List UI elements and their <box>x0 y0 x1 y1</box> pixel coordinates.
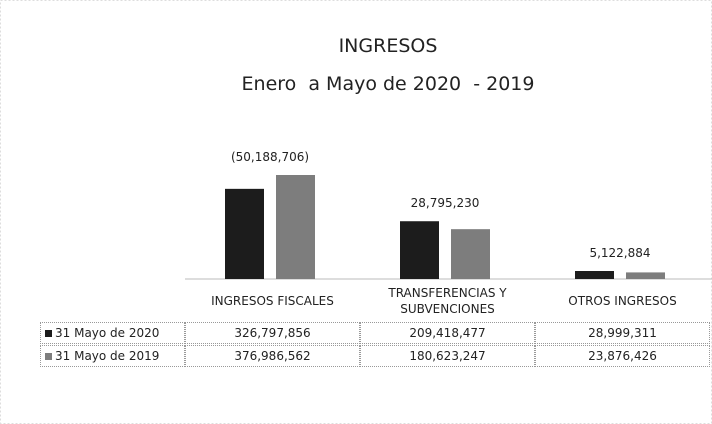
x-tick-label: INGRESOS FISCALES <box>211 294 334 308</box>
legend-entry: 31 Mayo de 2019 <box>40 345 185 367</box>
annotation: (50,188,706) <box>231 150 309 164</box>
legend-swatch <box>45 352 52 360</box>
chart-subtitle: Enero a Mayo de 2020 - 2019 <box>242 73 535 95</box>
bar <box>451 229 490 279</box>
bar <box>276 175 315 279</box>
table-cell: 180,623,247 <box>360 345 535 367</box>
bar <box>225 188 264 279</box>
bar <box>400 221 439 279</box>
bar <box>626 272 665 279</box>
table-cell: 23,876,426 <box>535 345 710 367</box>
x-tick-label: TRANSFERENCIAS Y SUBVENCIONES <box>388 286 507 316</box>
legend-label: 31 Mayo de 2020 <box>55 326 160 340</box>
legend-label: 31 Mayo de 2019 <box>55 349 160 363</box>
x-tick-label: OTROS INGRESOS <box>568 294 677 308</box>
chart-title: INGRESOS <box>339 35 438 57</box>
annotation: 28,795,230 <box>411 196 480 210</box>
legend-entry: 31 Mayo de 2020 <box>40 322 185 344</box>
table-cell: 28,999,311 <box>535 322 710 344</box>
table-cell: 326,797,856 <box>185 322 360 344</box>
bar <box>575 270 614 279</box>
table-cell: 376,986,562 <box>185 345 360 367</box>
table-cell: 209,418,477 <box>360 322 535 344</box>
legend-swatch <box>45 329 52 337</box>
annotation: 5,122,884 <box>589 246 650 260</box>
